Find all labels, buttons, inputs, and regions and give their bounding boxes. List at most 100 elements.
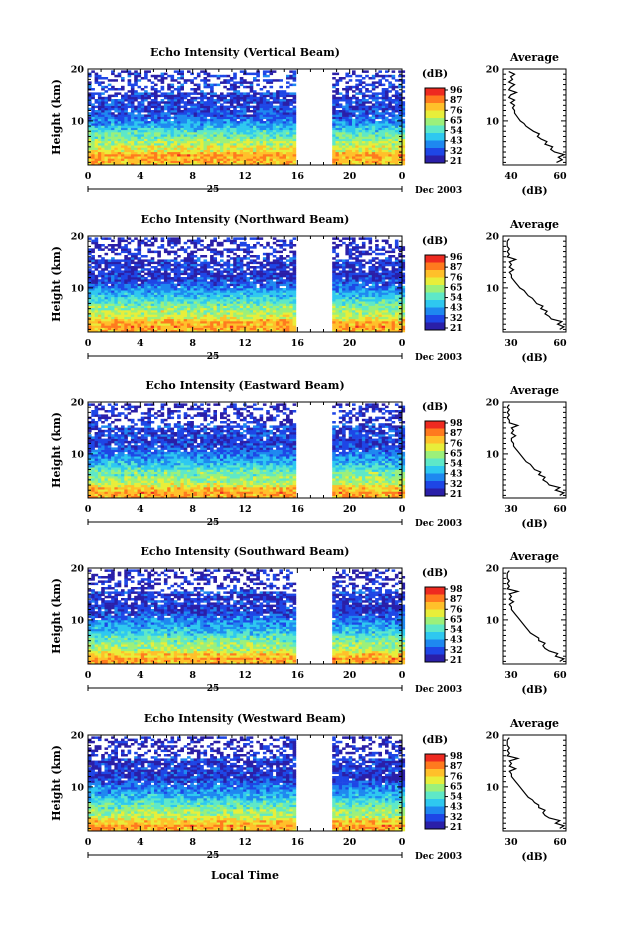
colorbar-tick-label: 32 [450, 813, 463, 823]
colorbar-tick-label: 54 [450, 793, 463, 803]
tick-marks [87, 734, 403, 831]
profile-x-tick-label: 60 [553, 171, 567, 182]
panel-title: Echo Intensity (Eastward Beam) [145, 379, 344, 392]
profile-title: Average [509, 51, 559, 64]
colorbar-tick-label: 65 [450, 283, 463, 293]
profile-ticks [503, 734, 566, 829]
x-tick-label: 20 [343, 504, 357, 515]
profile-x-tick-label: 30 [504, 504, 518, 515]
profile-x-label: (dB) [521, 518, 547, 530]
x-tick-label: 4 [137, 670, 144, 681]
colorbar-tick-label: 54 [450, 127, 463, 137]
x-tick-label: 0 [399, 171, 406, 182]
x-tick-label: 4 [137, 504, 144, 515]
profile-y-tick-label: 10 [486, 283, 500, 294]
profile-x-tick-label: 60 [553, 504, 567, 515]
colorbar-tick-label: 21 [450, 157, 463, 167]
panel-title: Echo Intensity (Northward Beam) [141, 213, 350, 226]
heatmap-cells [88, 70, 406, 166]
x-tick-label: 12 [238, 504, 251, 515]
x-tick-label: 20 [343, 670, 357, 681]
profile-frame [502, 68, 567, 166]
colorbar-tick-label: 54 [450, 460, 463, 470]
colorbar-tick-label: 87 [450, 429, 463, 439]
x-tick-label: 8 [189, 837, 196, 848]
y-axis-label: Height (km) [50, 412, 63, 488]
x-tick-label: 12 [238, 338, 251, 349]
profile-ticks [503, 401, 566, 496]
profile-y-tick-label: 10 [486, 615, 500, 626]
panel-1: Echo Intensity (Vertical Beam) 0 4 8 12 16 20 0… [50, 46, 567, 197]
date-label: Dec 2003 [415, 353, 462, 363]
heatmap-cells [88, 569, 406, 665]
profile-title: Average [509, 384, 559, 397]
x-tick-label: 0 [399, 837, 406, 848]
colorbar-tick-label: 54 [450, 294, 463, 304]
colorbar [424, 254, 448, 331]
panel-3: Echo Intensity (Eastward Beam) 0 4 8 12 16 20 0… [50, 379, 567, 530]
date-label: Dec 2003 [415, 186, 462, 196]
y-tick-label: 10 [71, 615, 85, 626]
panel-title: Echo Intensity (Westward Beam) [144, 712, 346, 725]
x-tick-label: 16 [291, 837, 305, 848]
colorbar-tick-label: 76 [450, 772, 463, 782]
profile-y-tick-label: 20 [486, 398, 500, 409]
profile-x-label: (dB) [521, 185, 547, 197]
x-tick-label: 8 [189, 670, 196, 681]
x-tick-label: 0 [399, 504, 406, 515]
y-tick-label: 20 [71, 564, 85, 575]
day-label: 25 [207, 518, 220, 528]
profile-line [507, 71, 566, 163]
day-label: 25 [207, 684, 220, 694]
heatmap-cells [88, 237, 406, 333]
colorbar-tick-label: 54 [450, 626, 463, 636]
profile-frame [502, 401, 567, 499]
colorbar-tick-label: 32 [450, 480, 463, 490]
y-axis-label: Height (km) [50, 79, 63, 155]
colorbar-tick-label: 43 [450, 470, 463, 480]
date-label: Dec 2003 [415, 685, 462, 695]
day-label: 25 [207, 185, 220, 195]
profile-title: Average [509, 218, 559, 231]
colorbar [424, 586, 448, 663]
profile-y-tick-label: 20 [486, 232, 500, 243]
profile-x-tick-label: 60 [553, 837, 567, 848]
x-tick-label: 16 [291, 670, 305, 681]
profile-line [506, 404, 566, 496]
colorbar-tick-label: 87 [450, 263, 463, 273]
colorbar-unit: (dB) [422, 567, 448, 579]
profile-x-label: (dB) [521, 684, 547, 696]
profile-y-tick-label: 20 [486, 564, 500, 575]
colorbar-unit: (dB) [422, 235, 448, 247]
profile-x-tick-label: 30 [504, 837, 518, 848]
x-axis-title: Local Time [211, 869, 279, 882]
panel-title: Echo Intensity (Vertical Beam) [150, 46, 340, 59]
profile-y-tick-label: 10 [486, 449, 500, 460]
x-tick-label: 8 [189, 338, 196, 349]
tick-marks [87, 235, 403, 332]
colorbar-tick-label: 43 [450, 137, 463, 147]
x-tick-label: 16 [291, 171, 305, 182]
colorbar [424, 753, 448, 830]
profile-title: Average [509, 717, 559, 730]
colorbar-tick-label: 98 [450, 752, 463, 762]
x-tick-label: 8 [189, 504, 196, 515]
panel-4: Echo Intensity (Southward Beam) 0 4 8 12 16 20… [50, 545, 567, 696]
x-tick-label: 0 [85, 837, 92, 848]
colorbar-tick-label: 76 [450, 439, 463, 449]
profile-x-tick-label: 30 [504, 670, 518, 681]
profile-x-tick-label: 30 [504, 338, 518, 349]
heatmap-cells [88, 736, 406, 832]
colorbar-tick-label: 21 [450, 656, 463, 666]
x-tick-label: 12 [238, 837, 251, 848]
colorbar-tick-label: 32 [450, 646, 463, 656]
profile-line [506, 737, 566, 829]
heatmap-cells [88, 403, 406, 499]
colorbar-frame [424, 87, 446, 164]
colorbar-tick-label: 43 [450, 803, 463, 813]
profile-y-tick-label: 10 [486, 782, 500, 793]
profile-line [506, 570, 566, 662]
profile-frame [502, 235, 567, 333]
x-tick-label: 12 [238, 171, 251, 182]
